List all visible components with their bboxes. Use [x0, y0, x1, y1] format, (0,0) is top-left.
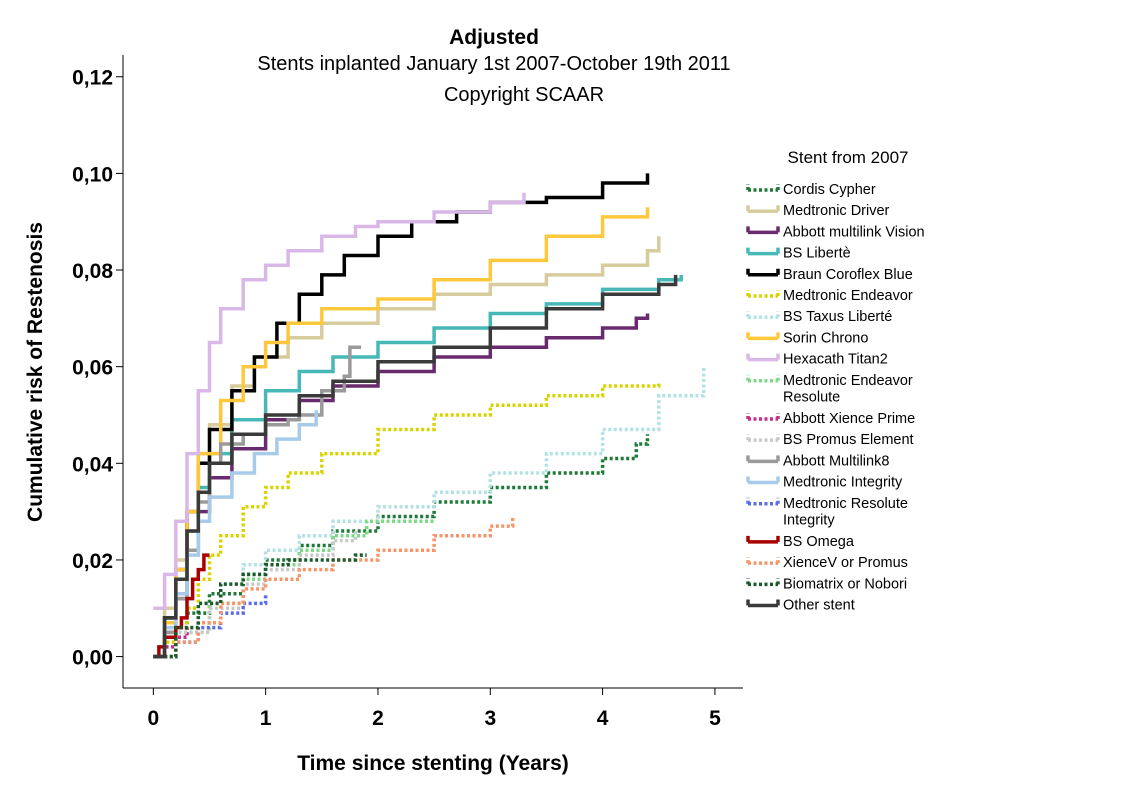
legend-label: Medtronic Driver: [783, 203, 890, 219]
legend-swatch: [746, 290, 780, 298]
legend-label: Medtronic Integrity: [783, 475, 903, 491]
x-axis-title: Time since stenting (Years): [297, 752, 569, 775]
legend-swatch: [746, 247, 780, 256]
series-line-bs-promus-element: [153, 531, 358, 659]
legend-label: Biomatrix or Nobori: [783, 576, 907, 592]
legend-item: Medtronic Endeavor: [746, 288, 913, 304]
legend-item: Other stent: [746, 598, 855, 614]
legend-swatch: [746, 535, 780, 544]
x-tick-label: 5: [709, 707, 721, 730]
series-line-biomatrix-or-nobori: [153, 553, 367, 659]
legend-swatch: [746, 268, 780, 277]
legend-item: Medtronic Endeavor Resolute: [746, 373, 913, 406]
x-tick-label: 0: [147, 707, 159, 730]
legend-label: Braun Coroflex Blue: [783, 267, 913, 283]
legend-swatch: [746, 412, 780, 421]
legend-swatch: [746, 184, 780, 192]
legend-label: XienceV or Promus: [783, 555, 908, 571]
legend-label: Abbott Xience Prime: [783, 411, 915, 427]
y-tick-label: 0,02: [72, 550, 113, 573]
legend-label: BS Promus Element: [783, 432, 914, 448]
legend-label: Abbott Multilink8: [783, 453, 889, 469]
legend-item: BS Taxus Liberté: [746, 309, 892, 325]
series-line-medtronic-resolute-integrity: [153, 593, 268, 659]
legend-swatch: [746, 434, 780, 442]
x-tick-label: 3: [484, 707, 496, 730]
legend-label: Sorin Chrono: [783, 330, 868, 346]
series-line-medtronic-endeavor: [153, 381, 661, 659]
legend-item: BS Libertè: [746, 246, 851, 262]
series-line-cordis-cypher: [153, 434, 650, 659]
legend-label: Medtronic Endeavor Resolute: [783, 373, 913, 406]
series-line-hexacath-titan2: [153, 192, 526, 611]
y-tick-label: 0,04: [72, 453, 113, 476]
x-tick-label: 1: [260, 707, 272, 730]
legend-item: Sorin Chrono: [746, 330, 868, 346]
legend-swatch: [746, 476, 780, 485]
legend-swatch: [746, 578, 780, 587]
y-axis-title: Cumulative risk of Restenosis: [24, 222, 47, 522]
series-line-medtronic-endeavor-resolute: [153, 519, 435, 659]
legend-label: Medtronic Endeavor: [783, 288, 913, 304]
legend-label: Hexacath Titan2: [783, 352, 888, 368]
series-line-abbott-multilink8: [153, 345, 362, 659]
legend-item: BS Promus Element: [746, 432, 914, 448]
legend-swatch: [746, 205, 780, 213]
legend-item: XienceV or Promus: [746, 555, 908, 571]
series-line-braun-coroflex-blue: [153, 173, 650, 659]
legend-swatch: [746, 455, 780, 464]
y-tick-label: 0,10: [72, 163, 113, 186]
chart-subtitle: Stents inplanted January 1st 2007-Octobe…: [257, 53, 730, 75]
series-line-other-stent: [153, 274, 678, 659]
legend-item: Medtronic Integrity: [746, 475, 903, 491]
chart-copyright: Copyright SCAAR: [444, 84, 604, 106]
legend-title: Stent from 2007: [788, 148, 909, 167]
y-tick-label: 0,00: [72, 647, 113, 670]
legend-item: Abbott Xience Prime: [746, 411, 915, 427]
series-line-bs-taxus-libert: [153, 366, 706, 659]
legend-label: Abbott multilink Vision: [783, 224, 925, 240]
y-tick-label: 0,06: [72, 357, 113, 380]
legend-item: Medtronic Resolute Integrity: [746, 496, 908, 529]
legend-item: Medtronic Driver: [746, 203, 890, 219]
legend-label: Medtronic Resolute Integrity: [783, 496, 908, 529]
legend-item: Abbott multilink Vision: [746, 224, 925, 240]
legend-label: Cordis Cypher: [783, 182, 876, 198]
x-tick-label: 2: [372, 707, 384, 730]
legend-label: BS Omega: [783, 534, 855, 550]
legend-swatch: [746, 353, 780, 362]
legend-item: Cordis Cypher: [746, 182, 876, 198]
legend-label: BS Taxus Liberté: [783, 309, 892, 325]
chart-title: Adjusted: [449, 26, 539, 49]
y-tick-label: 0,08: [72, 260, 113, 283]
legend-swatch: [746, 374, 780, 383]
legend-swatch: [746, 226, 780, 235]
legend-label: BS Libertè: [783, 246, 851, 262]
legend-item: Abbott Multilink8: [746, 453, 889, 469]
legend-swatch: [746, 557, 780, 565]
legend-label: Other stent: [783, 598, 855, 614]
legend-item: Hexacath Titan2: [746, 352, 888, 368]
legend-item: BS Omega: [746, 534, 855, 550]
x-tick-label: 4: [597, 707, 609, 730]
legend-item: Biomatrix or Nobori: [746, 576, 907, 592]
legend-swatch: [746, 332, 780, 341]
legend-swatch: [746, 311, 780, 319]
y-tick-label: 0,12: [72, 67, 113, 90]
legend-swatch: [746, 599, 780, 608]
legend-swatch: [746, 497, 780, 506]
legend-item: Braun Coroflex Blue: [746, 267, 913, 283]
